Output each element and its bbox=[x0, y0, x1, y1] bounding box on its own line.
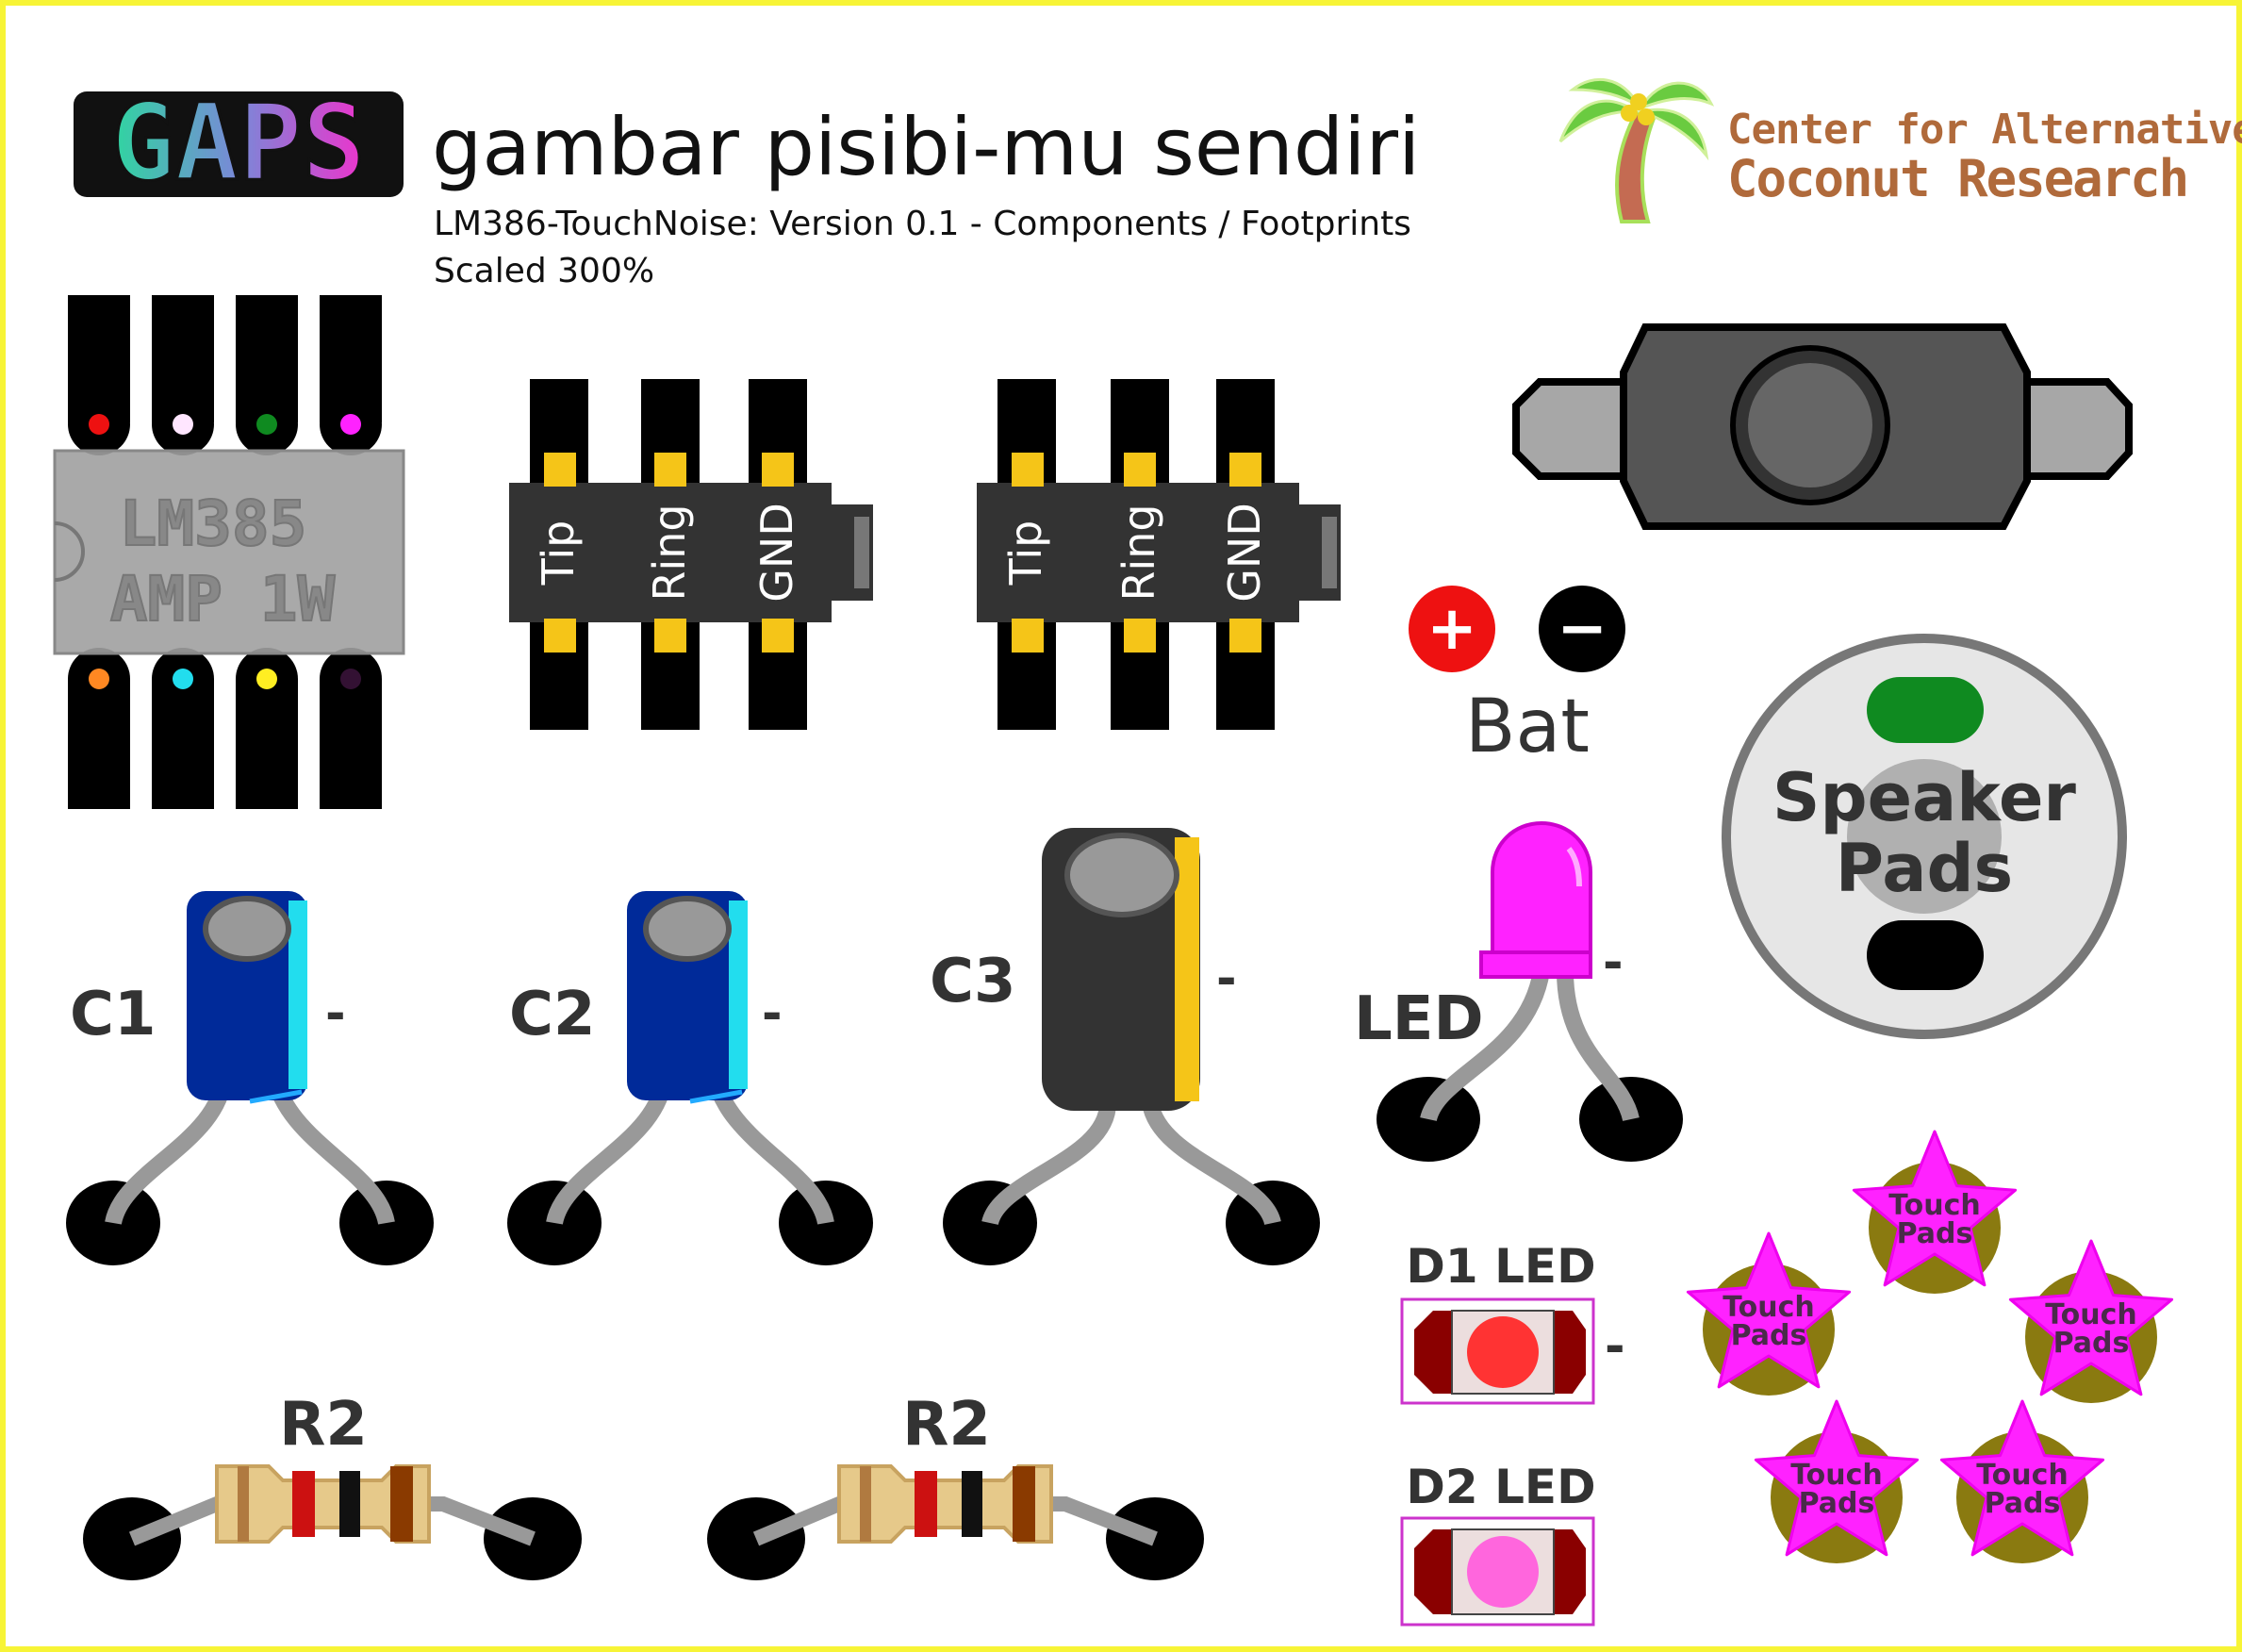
org-name-line1: Center for Alternative bbox=[1727, 106, 2242, 154]
battery-minus-icon: − bbox=[1557, 594, 1607, 664]
capacitor-c3: C3 - bbox=[930, 828, 1320, 1265]
subtitle: LM386-TouchNoise: Version 0.1 - Componen… bbox=[434, 205, 1411, 243]
touch-pads-group: TouchPadsTouchPadsTouchPadsTouchPadsTouc… bbox=[1686, 1130, 2174, 1563]
speaker-label-line1: Speaker bbox=[1772, 759, 2076, 836]
battery-pads: + − Bat bbox=[1409, 586, 1625, 769]
jack1-tip-label: Tip bbox=[533, 520, 584, 586]
chip-label-line2: AMP 1W bbox=[110, 563, 336, 636]
smd-led-d2: D2 LED bbox=[1400, 1460, 1596, 1627]
touch-pad-star-icon bbox=[2008, 1239, 2174, 1396]
touch-pad-star-icon bbox=[1754, 1399, 1920, 1557]
led-footprint: LED - bbox=[1354, 820, 1683, 1162]
gaps-logo: GAPS bbox=[74, 81, 404, 206]
slide-switch-footprint bbox=[1512, 323, 2133, 530]
jack2-gnd-label: GND bbox=[1219, 503, 1270, 602]
gaps-logo-text: GAPS bbox=[111, 82, 366, 205]
c1-minus-mark: - bbox=[325, 985, 346, 1042]
audio-jack-2: Tip Ring GND bbox=[977, 379, 1341, 730]
battery-label: Bat bbox=[1465, 685, 1590, 769]
led-label: LED bbox=[1354, 984, 1484, 1054]
resistor-r2-right: R2 bbox=[707, 1390, 1204, 1580]
jack2-tip-label: Tip bbox=[1000, 520, 1051, 586]
d1-minus-mark: - bbox=[1605, 1318, 1625, 1375]
jack1-ring-label: Ring bbox=[644, 504, 695, 601]
capacitor-c2: C2 - bbox=[507, 891, 873, 1265]
org-name-line2: Coconut Research bbox=[1727, 149, 2187, 208]
touch-pad-label-line2: Pads bbox=[1799, 1487, 1875, 1520]
touch-pad-star-icon bbox=[1686, 1231, 1852, 1389]
c1-label: C1 bbox=[70, 980, 157, 1049]
d2-led-label: D2 LED bbox=[1406, 1460, 1595, 1514]
speaker-pads: Speaker Pads bbox=[1722, 634, 2127, 1039]
capacitor-c1: C1 - bbox=[66, 891, 434, 1265]
chip-label-line1: LM385 bbox=[120, 487, 307, 560]
battery-plus-icon: + bbox=[1426, 594, 1477, 664]
scale-note: Scaled 300% bbox=[434, 252, 655, 290]
touch-pad-label-line2: Pads bbox=[2053, 1327, 2130, 1360]
d1-led-label: D1 LED bbox=[1406, 1239, 1595, 1294]
audio-jack-1: Tip Ring GND bbox=[509, 379, 873, 730]
r2-left-label: R2 bbox=[279, 1390, 368, 1460]
touch-pad-label-line1: Touch bbox=[2045, 1298, 2137, 1331]
palm-tree-icon bbox=[1558, 77, 1715, 223]
c2-minus-mark: - bbox=[762, 985, 783, 1042]
touch-pad-star-icon bbox=[1939, 1399, 2105, 1557]
touch-pad-star-icon bbox=[1852, 1130, 2018, 1287]
touch-pad-label-line2: Pads bbox=[1897, 1217, 1973, 1250]
resistor-r2-left: R2 bbox=[83, 1390, 582, 1580]
touch-pad-label-line1: Touch bbox=[1888, 1189, 1981, 1222]
tagline: gambar pisibi-mu sendiri bbox=[432, 101, 1420, 193]
jack2-ring-label: Ring bbox=[1113, 504, 1164, 601]
touch-pad-label-line1: Touch bbox=[1976, 1459, 2069, 1492]
led-minus-mark: - bbox=[1603, 934, 1624, 991]
c2-label: C2 bbox=[509, 980, 596, 1049]
touch-pad-label-line1: Touch bbox=[1790, 1459, 1883, 1492]
touch-pad-label-line2: Pads bbox=[1731, 1319, 1807, 1352]
touch-pad-label-line1: Touch bbox=[1723, 1291, 1815, 1324]
ic-chip-footprint: LM385 AMP 1W bbox=[53, 295, 405, 809]
speaker-label-line2: Pads bbox=[1836, 830, 2013, 907]
c3-minus-mark: - bbox=[1216, 950, 1237, 1007]
touch-pad-label-line2: Pads bbox=[1985, 1487, 2061, 1520]
jack1-gnd-label: GND bbox=[751, 503, 802, 602]
c3-label: C3 bbox=[930, 947, 1016, 1016]
r2-right-label: R2 bbox=[902, 1390, 991, 1460]
smd-led-d1: D1 LED - bbox=[1400, 1239, 1625, 1405]
